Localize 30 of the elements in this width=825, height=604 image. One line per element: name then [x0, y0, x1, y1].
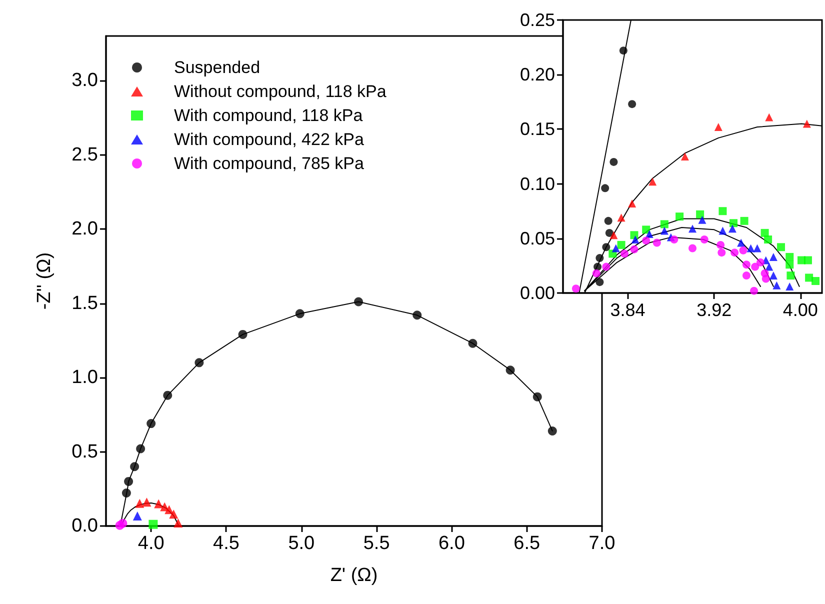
x-tick-label: 5.5 — [363, 533, 390, 554]
y-tick-label: 0.00 — [520, 283, 555, 303]
x-tick-label: 3.92 — [696, 300, 732, 320]
x-tick-label: 7.0 — [588, 533, 616, 554]
legend-label: With compound, 785 kPa — [174, 154, 364, 173]
x-tick-label: 4.0 — [138, 533, 164, 554]
x-tick-label: 5.0 — [288, 533, 315, 554]
x-tick-label: 6.5 — [514, 533, 540, 554]
legend-label: With compound, 118 kPa — [174, 106, 364, 125]
y-tick-label: 0.0 — [72, 516, 98, 536]
legend-label: With compound, 422 kPa — [174, 130, 364, 149]
y-tick-label: 3.0 — [72, 70, 98, 92]
legend-label: Without compound, 118 kPa — [174, 82, 387, 101]
y-tick-label: 0.25 — [520, 10, 555, 30]
y-tick-label: 0.5 — [72, 441, 98, 462]
y-axis-title: -Z'' (Ω) — [34, 252, 55, 310]
x-axis-title: Z' (Ω) — [330, 565, 378, 586]
y-tick-label: 0.15 — [520, 119, 555, 140]
y-tick-label: 1.0 — [72, 367, 98, 388]
y-tick-label: 0.05 — [520, 228, 555, 248]
x-tick-label: 4.5 — [213, 533, 240, 554]
y-tick-label: 0.10 — [520, 174, 555, 194]
x-tick-label: 4.00 — [782, 300, 818, 320]
x-tick-label: 6.0 — [438, 533, 465, 554]
legend-label: Suspended — [174, 58, 260, 77]
y-tick-label: 2.5 — [72, 144, 98, 166]
y-tick-label: 1.5 — [72, 292, 98, 314]
y-tick-label: 2.0 — [72, 218, 98, 240]
x-tick-label: 3.84 — [610, 300, 646, 320]
y-tick-label: 0.20 — [520, 64, 555, 85]
